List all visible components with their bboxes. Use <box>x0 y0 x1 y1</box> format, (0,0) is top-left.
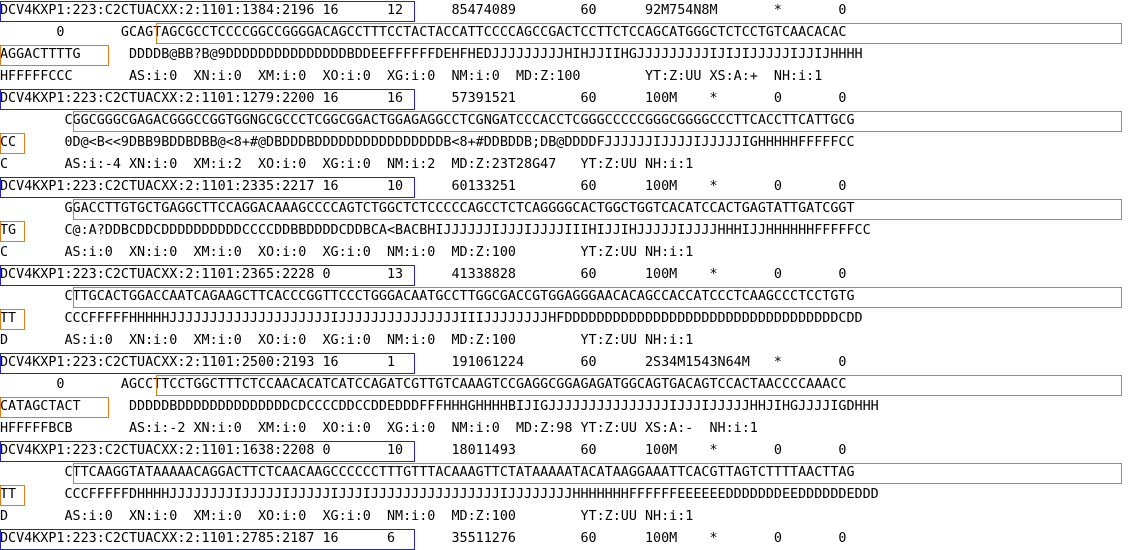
sam-line: CTTGCACTGGACCAATCAGAAGCTTCACCCGGTTCCCTGG… <box>0 289 855 304</box>
sam-line: HFFFFFBCB AS:i:-2 XN:i:0 XM:i:0 XO:i:0 X… <box>0 421 758 436</box>
sam-line: TG C@:A?DDBCDDCDDDDDDDDDDCCCCDDBBDDDDCDD… <box>0 223 871 238</box>
sam-line: DCV4KXP1:223:C2CTUACXX:2:1101:1384:2196 … <box>0 3 847 18</box>
sam-line: TT CCCFFFFFHHHHHJJJJJJJJJJJJJJJJJJJJIJJJ… <box>0 311 863 326</box>
sam-line: CGGCGGGCGAGACGGGCCGGTGGNGCGCCCTCGGCGGACT… <box>0 113 855 128</box>
sam-line: HFFFFFCCC AS:i:0 XN:i:0 XM:i:0 XO:i:0 XG… <box>0 69 823 84</box>
sam-line: D AS:i:0 XN:i:0 XM:i:0 XO:i:0 XG:i:0 NM:… <box>0 333 694 348</box>
sam-line: DCV4KXP1:223:C2CTUACXX:2:1101:2500:2193 … <box>0 355 847 370</box>
sam-line: 0 GCAGTAGCGCCTCCCCGGCCGGGGACAGCCTTTCCTAC… <box>0 25 847 40</box>
sam-line: TT CCCFFFFFDHHHHJJJJJJJJIJJJJJIJJJJJIJJJ… <box>0 487 879 502</box>
sam-line: DCV4KXP1:223:C2CTUACXX:2:1101:2335:2217 … <box>0 179 847 194</box>
sam-line: CC 0D@<B<<9DBB9BDDBDBB@<8+#@DBDDDBDDDDDD… <box>0 135 855 150</box>
sam-line: C AS:i:-4 XN:i:0 XM:i:2 XO:i:0 XG:i:0 NM… <box>0 157 694 172</box>
sam-line: C AS:i:0 XN:i:0 XM:i:0 XO:i:0 XG:i:0 NM:… <box>0 245 694 260</box>
sam-line: DCV4KXP1:223:C2CTUACXX:2:1101:1279:2200 … <box>0 91 847 106</box>
sam-line: AGGACTTTTG DDDDB@BB?B@9DDDDDDDDDDDDDDDBD… <box>0 47 863 62</box>
sam-line: 0 AGCCTTCCTGGCTTTCTCCAACACATCATCCAGATCGT… <box>0 377 847 392</box>
sam-line: CATAGCTACT DDDDDBDDDDDDDDDDDDDDCDCCCCDDC… <box>0 399 879 414</box>
sam-line: DCV4KXP1:223:C2CTUACXX:2:1101:2785:2187 … <box>0 531 847 546</box>
sam-line: DCV4KXP1:223:C2CTUACXX:2:1101:2365:2228 … <box>0 267 847 282</box>
sam-line: DCV4KXP1:223:C2CTUACXX:2:1101:1638:2208 … <box>0 443 847 458</box>
sam-line: GGACCTTGTGCTGAGGCTTCCAGGACAAAGCCCCAGTCTG… <box>0 201 855 216</box>
sam-line: D AS:i:0 XN:i:0 XM:i:0 XO:i:0 XG:i:0 NM:… <box>0 509 694 524</box>
sam-line: CTTCAAGGTATAAAAACAGGACTTCTCAACAAGCCCCCCT… <box>0 465 855 480</box>
